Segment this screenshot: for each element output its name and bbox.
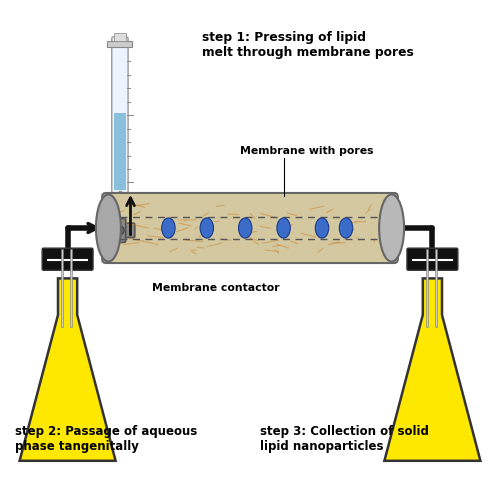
- Polygon shape: [384, 278, 480, 461]
- Bar: [114, 33, 126, 41]
- Ellipse shape: [238, 218, 252, 238]
- Ellipse shape: [379, 194, 404, 262]
- FancyBboxPatch shape: [407, 248, 458, 270]
- Ellipse shape: [277, 218, 290, 238]
- Bar: [108, 41, 132, 47]
- Ellipse shape: [200, 218, 213, 238]
- Text: Membrane with pores: Membrane with pores: [240, 146, 374, 156]
- Ellipse shape: [316, 218, 328, 238]
- FancyBboxPatch shape: [42, 248, 93, 270]
- Text: Membrane contactor: Membrane contactor: [152, 283, 280, 293]
- FancyBboxPatch shape: [105, 223, 135, 238]
- Text: step 1: Pressing of lipid
melt through membrane pores: step 1: Pressing of lipid melt through m…: [202, 31, 414, 59]
- FancyBboxPatch shape: [102, 193, 398, 263]
- FancyBboxPatch shape: [112, 37, 128, 193]
- Ellipse shape: [162, 218, 175, 238]
- Text: step 3: Collection of solid
lipid nanoparticles: step 3: Collection of solid lipid nanopa…: [260, 425, 428, 453]
- Bar: [114, 113, 126, 190]
- Polygon shape: [20, 278, 116, 461]
- Text: step 2: Passage of aqueous
phase tangenitally: step 2: Passage of aqueous phase tangeni…: [15, 425, 197, 453]
- Ellipse shape: [96, 194, 121, 262]
- Ellipse shape: [340, 218, 352, 238]
- Ellipse shape: [116, 226, 124, 235]
- FancyBboxPatch shape: [114, 218, 126, 242]
